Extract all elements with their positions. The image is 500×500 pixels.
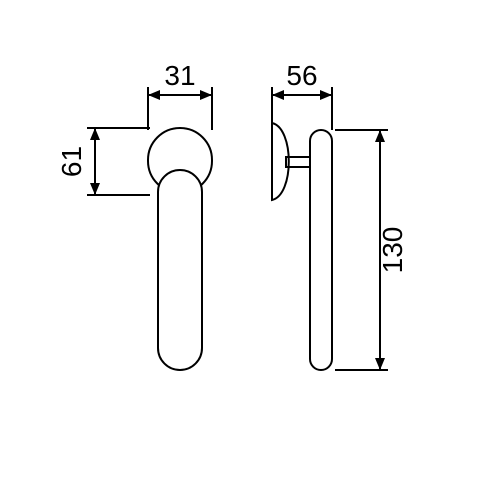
arrowhead — [375, 130, 385, 142]
arrowhead — [272, 90, 284, 100]
arrowhead — [148, 90, 160, 100]
dim-label-depth: 56 — [286, 60, 317, 91]
side-handle — [310, 130, 332, 370]
dim-label-width: 31 — [164, 60, 195, 91]
arrowhead — [90, 128, 100, 140]
technical-drawing: 31 61 56 130 — [0, 0, 500, 500]
arrowhead — [200, 90, 212, 100]
arrowhead — [320, 90, 332, 100]
dim-label-height: 61 — [56, 146, 87, 177]
dim-label-length: 130 — [377, 227, 408, 274]
arrowhead — [375, 358, 385, 370]
front-handle — [158, 170, 202, 370]
arrowhead — [90, 183, 100, 195]
